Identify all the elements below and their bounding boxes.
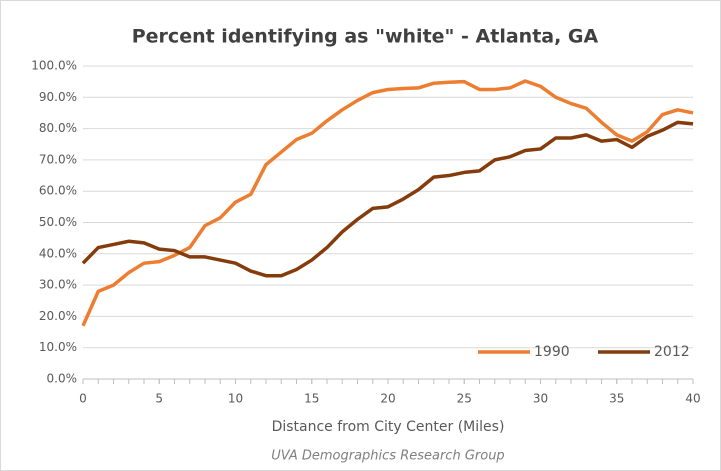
legend-label: 2012 xyxy=(654,344,690,360)
x-tick-label: 0 xyxy=(79,392,87,406)
y-tick-label: 30.0% xyxy=(39,278,77,292)
y-tick-label: 50.0% xyxy=(39,215,77,229)
y-tick-label: 60.0% xyxy=(39,184,77,198)
x-tick-label: 10 xyxy=(228,392,243,406)
chart-title: Percent identifying as "white" - Atlanta… xyxy=(132,26,599,48)
y-tick-label: 10.0% xyxy=(39,340,77,354)
x-tick-label: 20 xyxy=(380,392,395,406)
line-series xyxy=(81,120,694,278)
x-tick-label: 5 xyxy=(155,392,163,406)
legend-label: 1990 xyxy=(534,344,570,360)
y-tick-label: 40.0% xyxy=(39,246,77,260)
y-tick-label: 100.0% xyxy=(31,59,77,73)
x-tick-label: 40 xyxy=(685,392,700,406)
x-tick-label: 25 xyxy=(457,392,472,406)
y-tick-label: 80.0% xyxy=(39,121,77,135)
line-series xyxy=(81,79,694,327)
source: UVA Demographics Research Group xyxy=(271,449,504,464)
x-tick-label: 15 xyxy=(304,392,319,406)
y-tick-label: 70.0% xyxy=(39,152,77,166)
x-tick-label: 35 xyxy=(609,392,624,406)
x-axis-label: Distance from City Center (Miles) xyxy=(272,419,505,435)
x-tick-label: 30 xyxy=(533,392,548,406)
y-tick-label: 0.0% xyxy=(47,372,78,386)
y-tick-label: 90.0% xyxy=(39,90,77,104)
y-tick-label: 20.0% xyxy=(39,309,77,323)
